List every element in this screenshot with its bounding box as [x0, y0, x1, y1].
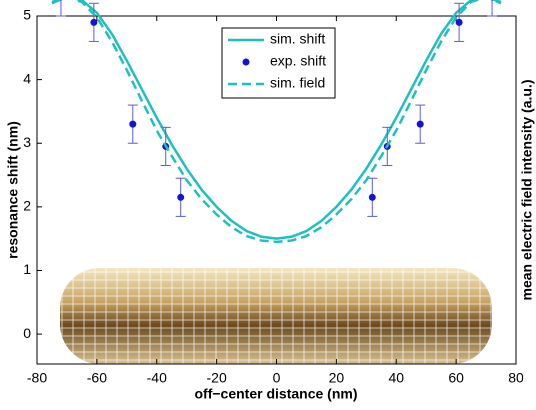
legend-label: sim. shift	[270, 31, 325, 47]
legend-label: exp. shift	[270, 53, 326, 69]
data-point	[90, 19, 97, 26]
x-tick-label: -20	[207, 370, 227, 386]
data-point	[369, 194, 376, 201]
x-tick-label: -60	[87, 370, 107, 386]
y-tick-label: 4	[23, 70, 31, 86]
x-tick-label: -40	[147, 370, 167, 386]
y-tick-label: 0	[23, 325, 31, 341]
y-tick-label: 2	[23, 198, 31, 214]
legend-marker	[243, 59, 250, 66]
torus-image	[60, 268, 492, 364]
y2-axis-label: mean electric field intensity (a.u.)	[519, 80, 535, 301]
x-tick-label: -80	[27, 370, 47, 386]
y-tick-label: 5	[23, 7, 31, 23]
x-tick-label: 40	[388, 370, 404, 386]
x-tick-label: 80	[508, 370, 524, 386]
legend: sim. shift exp. shift sim. field	[222, 28, 335, 98]
x-tick-label: 0	[273, 370, 281, 386]
y-tick-label: 1	[23, 261, 31, 277]
x-axis-label: off−center distance (nm)	[195, 386, 358, 402]
data-point	[456, 19, 463, 26]
data-point	[177, 194, 184, 201]
x-tick-label: 60	[448, 370, 464, 386]
data-point	[417, 121, 424, 128]
x-tick-label: 20	[329, 370, 345, 386]
data-point	[129, 121, 136, 128]
y-tick-label: 3	[23, 134, 31, 150]
y-axis-label: resonance shift (nm)	[5, 121, 21, 259]
legend-label: sim. field	[270, 75, 325, 91]
